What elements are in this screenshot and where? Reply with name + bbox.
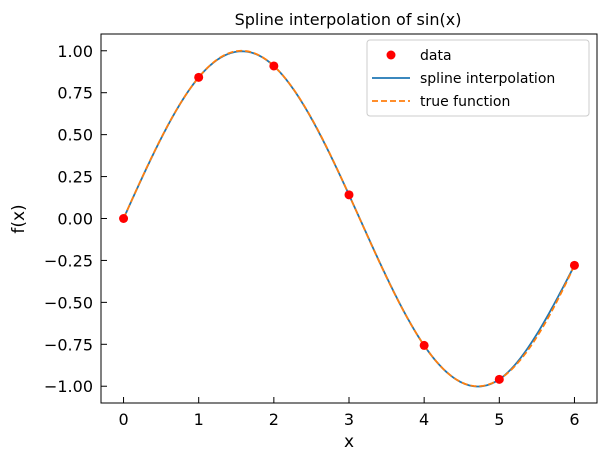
y-tick-label: −0.25 [44, 251, 93, 270]
x-tick-label: 2 [269, 410, 279, 429]
data-point [194, 72, 204, 82]
y-tick-label: −1.00 [44, 377, 93, 396]
y-tick-label: 0.25 [57, 168, 93, 187]
y-tick-label: 0.75 [57, 84, 93, 103]
data-point [569, 260, 579, 270]
data-point [269, 61, 279, 71]
plot-points [119, 61, 579, 384]
data-point [344, 190, 354, 200]
data-point [119, 214, 129, 223]
axis-ticks [101, 50, 575, 403]
data-point [419, 340, 429, 350]
data-point [494, 374, 504, 384]
y-tick-label: −0.50 [44, 293, 93, 312]
x-tick-label: 6 [569, 410, 579, 429]
y-axis-label: f(x) [9, 204, 29, 233]
legend-label-spline: spline interpolation [420, 71, 555, 87]
x-axis-label: x [344, 432, 354, 452]
x-tick-label: 5 [494, 410, 504, 429]
legend-label-true: true function [420, 94, 510, 110]
plot-frame [100, 33, 598, 404]
y-tick-label: 0.00 [57, 210, 93, 229]
legend: data spline interpolation true function [366, 39, 590, 117]
chart-title: Spline interpolation of sin(x) [235, 10, 462, 29]
legend-marker-data [386, 50, 396, 60]
y-tick-label: 0.50 [57, 126, 93, 145]
x-tick-label: 0 [118, 410, 128, 429]
y-tick-label: 1.00 [57, 42, 93, 61]
legend-label-data: data [420, 48, 452, 64]
x-tick-label: 1 [194, 410, 204, 429]
axis-tick-labels: 0 1 2 3 4 5 6 −1.00 −0.75 −0.50 −0.25 0.00 0.25 0.50 0… [44, 42, 580, 429]
y-tick-label: −0.75 [44, 335, 93, 354]
x-tick-label: 4 [419, 410, 429, 429]
x-tick-label: 3 [344, 410, 354, 429]
legend-box [366, 39, 590, 117]
